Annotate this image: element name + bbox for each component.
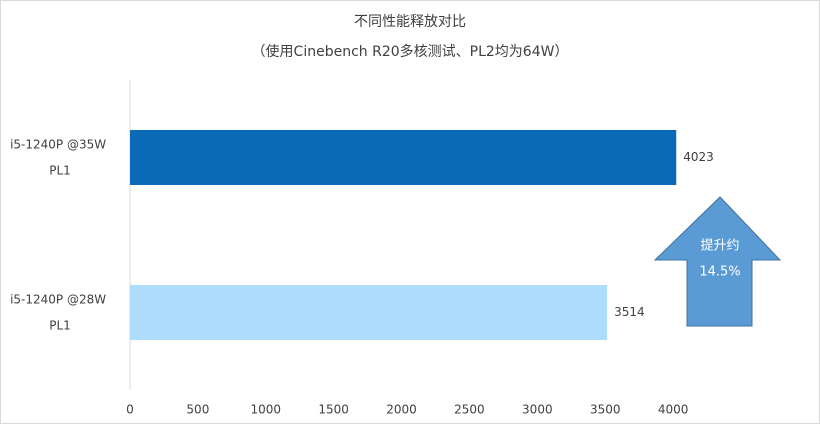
annotation-text: 提升约 — [700, 238, 739, 254]
y-tick-label: i5-1240P @35W PL1 — [10, 137, 110, 177]
x-tick-label: 1000 — [251, 403, 282, 417]
value-label: 3514 — [614, 305, 645, 319]
bar — [130, 285, 608, 340]
x-tick-label: 3000 — [522, 403, 553, 417]
value-label: 4023 — [683, 150, 714, 164]
x-tick-label: 1500 — [318, 403, 349, 417]
chart-title: 不同性能释放对比 — [354, 14, 466, 30]
x-tick-label: 0 — [126, 403, 134, 417]
x-tick-label: 2000 — [386, 403, 417, 417]
x-tick-label: 4000 — [658, 403, 689, 417]
x-tick-label: 500 — [186, 403, 209, 417]
y-tick-label-line: PL1 — [49, 163, 71, 177]
annotation-text: 14.5% — [699, 265, 740, 280]
y-tick-label: i5-1240P @28W PL1 — [10, 292, 110, 332]
y-tick-label-line: i5-1240P @28W — [10, 292, 110, 306]
y-tick-label-line: PL1 — [49, 318, 71, 332]
x-tick-label: 3500 — [590, 403, 621, 417]
annotation-arrow — [653, 196, 782, 327]
bar — [130, 130, 677, 185]
x-tick-label: 2500 — [454, 403, 485, 417]
chart-subtitle: （使用Cinebench R20多核测试、PL2均为64W） — [252, 43, 569, 60]
y-tick-label-line: i5-1240P @35W — [10, 137, 110, 151]
